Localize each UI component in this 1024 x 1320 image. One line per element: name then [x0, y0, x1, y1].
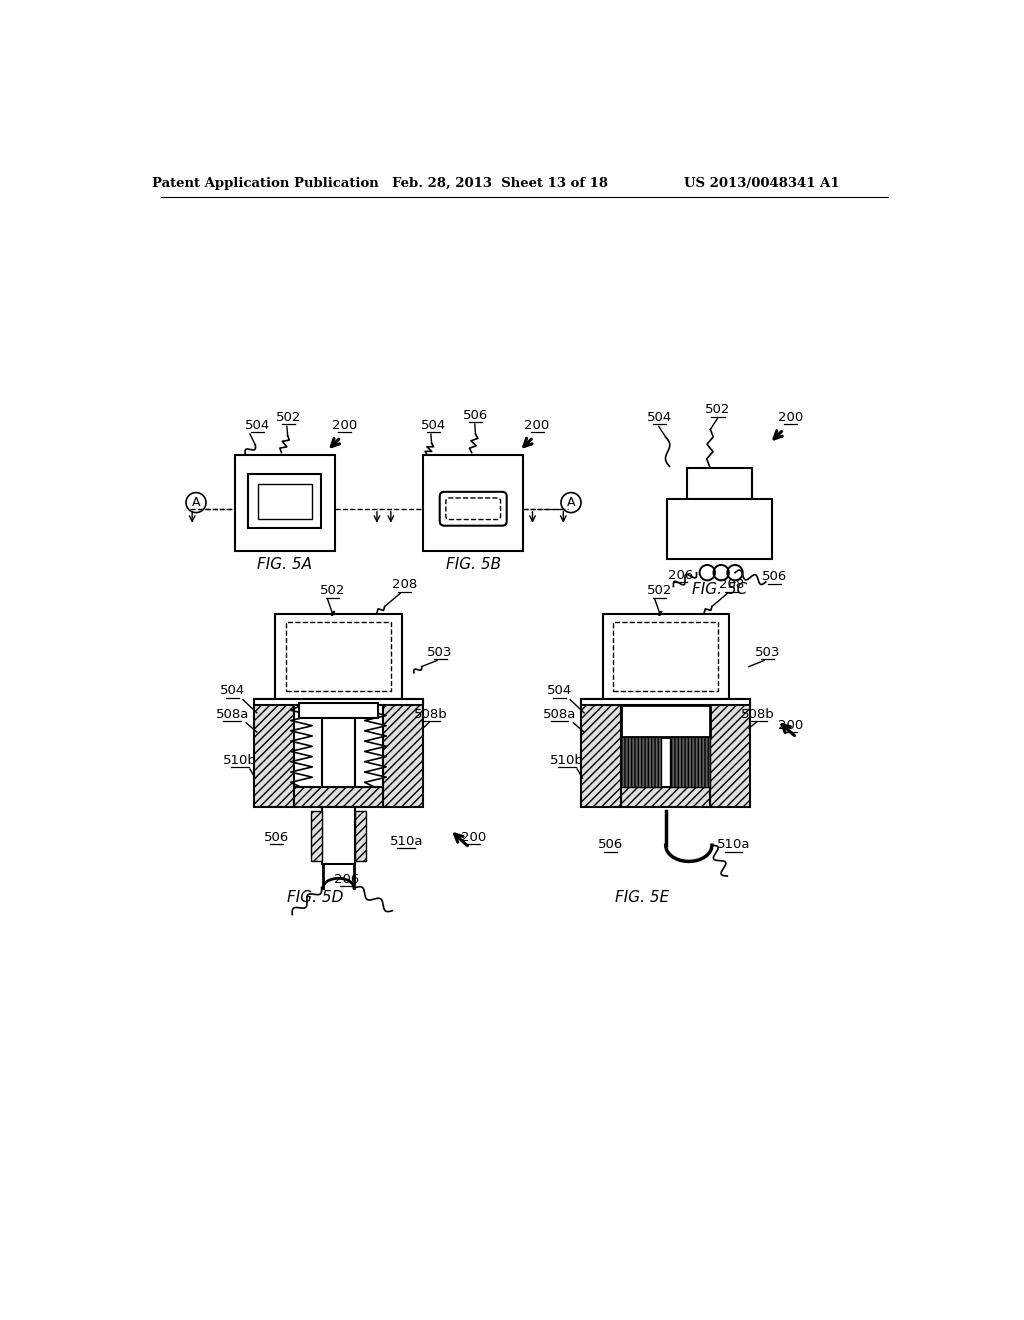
Bar: [668, 499, 772, 558]
Text: 502: 502: [319, 585, 345, 598]
Text: 504: 504: [547, 684, 572, 697]
Text: FIG. 5E: FIG. 5E: [615, 890, 670, 906]
Bar: [258, 484, 311, 519]
Text: 504: 504: [219, 684, 245, 697]
Text: FIG. 5A: FIG. 5A: [257, 557, 312, 572]
Text: 504: 504: [421, 418, 445, 432]
Text: 206: 206: [668, 569, 693, 582]
Bar: [621, 738, 662, 788]
Text: 200: 200: [778, 719, 803, 733]
Bar: [383, 700, 423, 807]
Text: 504: 504: [245, 418, 270, 432]
Text: 206: 206: [334, 873, 358, 886]
Text: 506: 506: [762, 570, 786, 583]
Text: 510a: 510a: [389, 834, 423, 847]
Bar: [423, 455, 523, 552]
Text: 510a: 510a: [717, 838, 751, 851]
Text: 200: 200: [461, 830, 485, 843]
Bar: [687, 469, 752, 499]
Text: 504: 504: [647, 411, 672, 424]
Text: Patent Application Publication: Patent Application Publication: [152, 177, 379, 190]
Bar: [355, 810, 367, 861]
Text: 502: 502: [706, 404, 731, 416]
Text: 503: 503: [755, 645, 780, 659]
Bar: [613, 622, 718, 692]
Bar: [310, 810, 322, 861]
Bar: [322, 807, 355, 865]
Bar: [323, 718, 354, 788]
Bar: [602, 614, 729, 700]
Bar: [711, 700, 751, 807]
Text: 208: 208: [392, 578, 418, 591]
Text: 508a: 508a: [215, 708, 249, 721]
Bar: [286, 622, 391, 692]
Text: 502: 502: [275, 411, 301, 424]
Text: FIG. 5C: FIG. 5C: [692, 582, 748, 597]
Bar: [581, 700, 751, 705]
Bar: [671, 738, 711, 788]
Text: 502: 502: [647, 585, 672, 598]
FancyBboxPatch shape: [439, 492, 507, 525]
Text: 508b: 508b: [741, 708, 775, 721]
Text: 506: 506: [598, 838, 623, 851]
Bar: [299, 702, 378, 718]
Text: 506: 506: [264, 830, 290, 843]
Bar: [275, 614, 401, 700]
Text: 200: 200: [778, 411, 803, 424]
Text: US 2013/0048341 A1: US 2013/0048341 A1: [684, 177, 840, 190]
Bar: [621, 705, 711, 738]
Text: A: A: [191, 496, 201, 510]
Text: 200: 200: [524, 418, 550, 432]
Text: A: A: [566, 496, 575, 510]
Text: 503: 503: [427, 645, 453, 659]
Text: 508a: 508a: [543, 708, 577, 721]
Text: 510b: 510b: [550, 754, 584, 767]
Bar: [249, 474, 321, 528]
FancyBboxPatch shape: [445, 498, 501, 520]
Bar: [294, 788, 383, 807]
Text: 508b: 508b: [414, 708, 447, 721]
Bar: [621, 788, 711, 807]
Bar: [234, 455, 335, 552]
Text: Feb. 28, 2013  Sheet 13 of 18: Feb. 28, 2013 Sheet 13 of 18: [392, 177, 608, 190]
Bar: [254, 700, 294, 807]
Text: 506: 506: [463, 409, 488, 422]
Text: 510b: 510b: [223, 754, 257, 767]
Text: FIG. 5D: FIG. 5D: [287, 890, 343, 906]
Text: FIG. 5B: FIG. 5B: [445, 557, 501, 572]
Text: 200: 200: [332, 418, 357, 432]
Bar: [254, 700, 423, 705]
Bar: [581, 700, 621, 807]
Text: 208: 208: [719, 578, 744, 591]
